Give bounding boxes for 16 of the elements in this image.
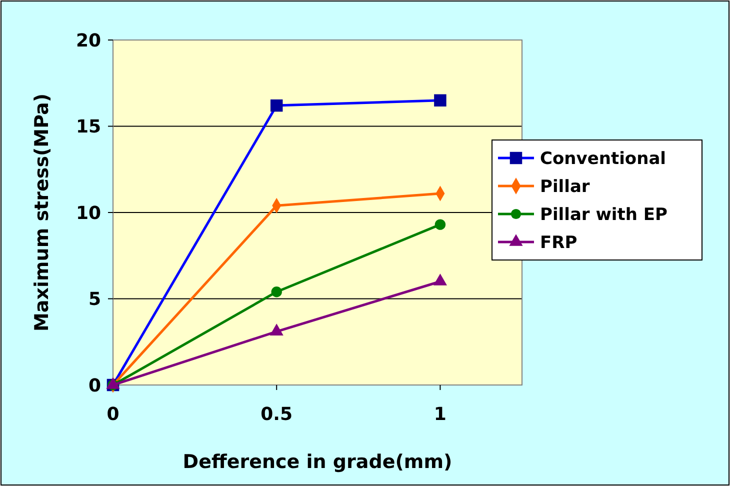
y-tick-label: 20 <box>76 30 101 52</box>
legend-label: FRP <box>540 232 578 253</box>
y-tick-label: 0 <box>88 375 101 396</box>
y-axis-title: Maximum stress(MPa) <box>31 93 53 332</box>
y-tick-label: 5 <box>88 289 101 310</box>
legend-label: Pillar <box>540 176 590 197</box>
x-tick-label: 0.5 <box>260 404 293 425</box>
x-tick-label: 0 <box>106 404 120 425</box>
y-tick-label: 15 <box>76 116 101 138</box>
point <box>271 286 282 298</box>
x-tick-label: 1 <box>434 404 446 425</box>
legend-label: Conventional <box>540 148 666 169</box>
legend-label: Pillar with EP <box>540 204 668 225</box>
y-tick-label: 10 <box>76 202 101 224</box>
point <box>434 219 446 230</box>
x-axis-title: Defference in grade(mm) <box>182 451 452 473</box>
